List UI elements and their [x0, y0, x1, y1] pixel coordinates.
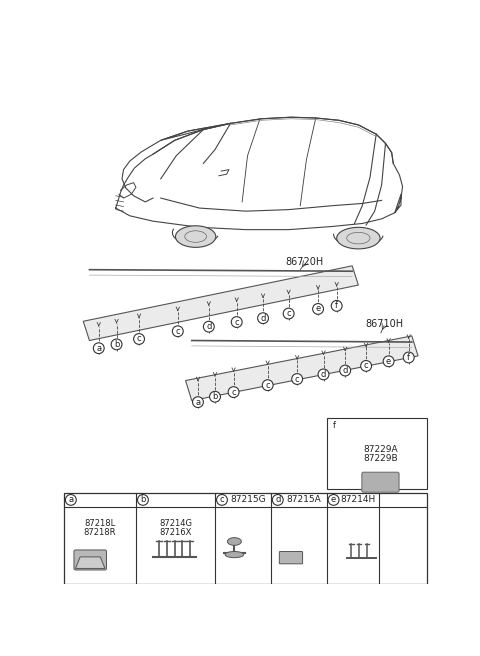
Text: a: a — [195, 398, 201, 407]
Circle shape — [65, 495, 76, 505]
Circle shape — [228, 387, 239, 398]
Polygon shape — [83, 266, 359, 340]
Text: c: c — [295, 375, 300, 384]
Circle shape — [93, 343, 104, 354]
Text: f: f — [335, 301, 338, 310]
Text: 87216X: 87216X — [159, 527, 192, 537]
Text: 87229B: 87229B — [363, 454, 398, 463]
Bar — [64, 493, 427, 584]
Circle shape — [172, 326, 183, 337]
Text: c: c — [220, 495, 224, 504]
Text: 86720H: 86720H — [285, 257, 323, 267]
Circle shape — [231, 317, 242, 327]
Text: b: b — [114, 340, 119, 349]
Circle shape — [133, 334, 144, 344]
Text: c: c — [231, 388, 236, 397]
Text: 86710H: 86710H — [365, 319, 403, 329]
Circle shape — [258, 313, 268, 323]
Text: e: e — [331, 495, 336, 504]
Text: c: c — [265, 380, 270, 390]
Text: d: d — [321, 370, 326, 379]
Circle shape — [318, 369, 329, 380]
Polygon shape — [186, 336, 418, 401]
Circle shape — [216, 495, 228, 505]
Text: c: c — [286, 309, 291, 318]
Ellipse shape — [225, 552, 244, 558]
Bar — [326, 417, 427, 489]
Circle shape — [204, 321, 214, 332]
Circle shape — [340, 365, 350, 376]
Text: 87218R: 87218R — [84, 527, 116, 537]
Text: d: d — [275, 495, 280, 504]
Circle shape — [312, 304, 324, 314]
Text: f: f — [333, 420, 336, 430]
Circle shape — [331, 300, 342, 311]
Ellipse shape — [176, 226, 216, 247]
Polygon shape — [75, 557, 105, 569]
Circle shape — [292, 374, 302, 384]
Ellipse shape — [228, 538, 241, 545]
Circle shape — [283, 308, 294, 319]
Circle shape — [329, 420, 340, 430]
Text: f: f — [407, 353, 410, 362]
Text: d: d — [206, 322, 212, 331]
FancyBboxPatch shape — [279, 552, 302, 564]
Text: 87215G: 87215G — [230, 495, 266, 504]
Text: c: c — [176, 327, 180, 336]
Text: c: c — [137, 335, 142, 344]
Text: 87214H: 87214H — [341, 495, 376, 504]
Circle shape — [192, 397, 204, 407]
Circle shape — [210, 392, 220, 402]
Text: e: e — [386, 357, 391, 366]
Text: 87218L: 87218L — [84, 520, 116, 528]
Text: c: c — [364, 361, 369, 371]
Circle shape — [383, 356, 394, 367]
Text: 87215A: 87215A — [287, 495, 322, 504]
Circle shape — [111, 339, 122, 350]
Ellipse shape — [336, 228, 380, 249]
Text: e: e — [315, 304, 321, 314]
Text: b: b — [212, 392, 218, 401]
Circle shape — [262, 380, 273, 390]
Circle shape — [403, 352, 414, 363]
Text: a: a — [96, 344, 101, 353]
Circle shape — [272, 495, 283, 505]
Text: c: c — [234, 318, 239, 327]
Text: 87229A: 87229A — [363, 445, 398, 455]
Circle shape — [328, 495, 339, 505]
Text: 87214G: 87214G — [159, 520, 192, 528]
FancyBboxPatch shape — [362, 472, 399, 492]
Circle shape — [360, 361, 372, 371]
Text: a: a — [68, 495, 73, 504]
Circle shape — [137, 495, 148, 505]
Text: d: d — [343, 366, 348, 375]
Text: d: d — [260, 314, 266, 323]
FancyBboxPatch shape — [74, 550, 107, 570]
Text: b: b — [140, 495, 145, 504]
